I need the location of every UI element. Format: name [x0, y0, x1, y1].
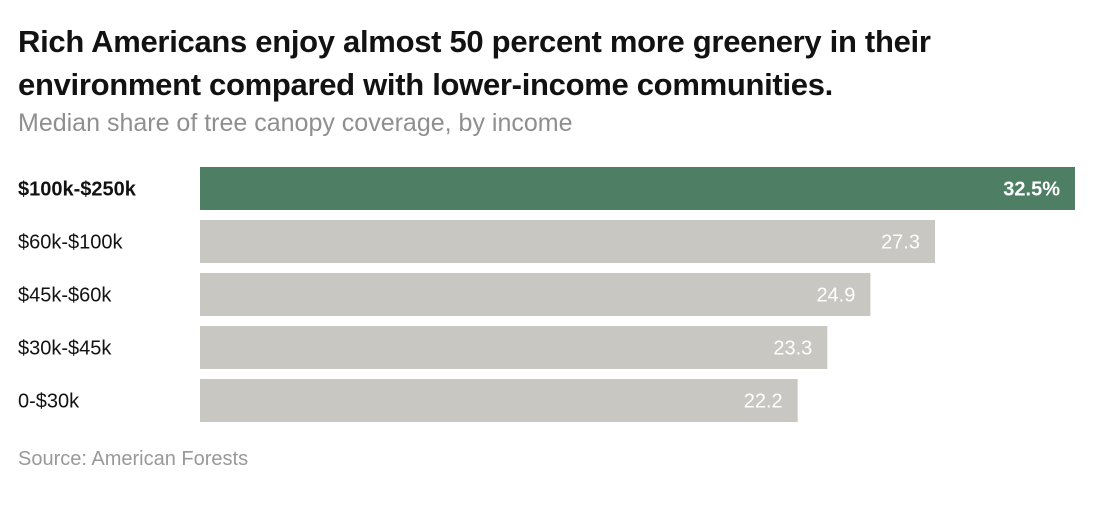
bar [200, 220, 935, 263]
bar-row-60k-100k: $60k-$100k 27.3 [18, 220, 935, 263]
value-label: 22.2 [744, 391, 783, 413]
bar-row-0-30k: 0-$30k 22.2 [18, 379, 798, 422]
bar [200, 167, 1075, 210]
bar-row-45k-60k: $45k-$60k 24.9 [18, 273, 871, 316]
category-label: $30k-$45k [18, 338, 112, 360]
category-label: $60k-$100k [18, 232, 124, 254]
category-label: 0-$30k [18, 391, 80, 413]
value-label: 32.5% [1003, 179, 1060, 201]
source-note: Source: American Forests [18, 448, 249, 470]
value-label: 24.9 [816, 285, 855, 307]
chart-subtitle: Median share of tree canopy coverage, by… [18, 109, 573, 137]
chart-title: Rich Americans enjoy almost 50 percent m… [18, 24, 931, 102]
category-label: $100k-$250k [18, 179, 137, 201]
value-label: 23.3 [773, 338, 812, 360]
bar [200, 273, 871, 316]
bar [200, 379, 798, 422]
bar [200, 326, 828, 369]
bar-chart: $100k-$250k 32.5% $60k-$100k 27.3 $45k-$60k 2… [18, 167, 1075, 422]
bar-row-30k-45k: $30k-$45k 23.3 [18, 326, 828, 369]
value-label: 27.3 [881, 232, 920, 254]
category-label: $45k-$60k [18, 285, 112, 307]
bar-row-100k-250k: $100k-$250k 32.5% [18, 167, 1075, 210]
